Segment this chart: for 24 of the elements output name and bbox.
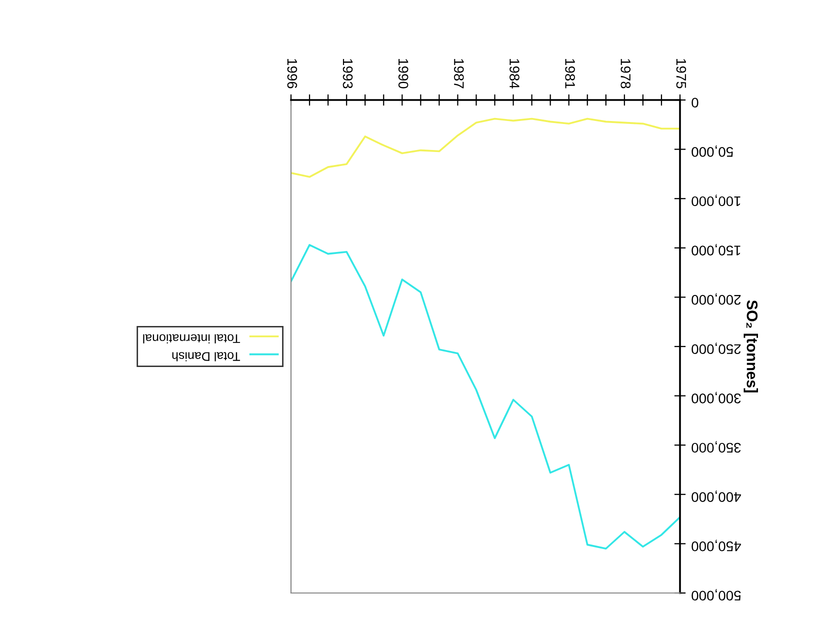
y-tick-label: 200,000 bbox=[692, 293, 741, 305]
y-tick-label: 450,000 bbox=[692, 540, 741, 552]
y-tick-label: 400,000 bbox=[692, 490, 741, 502]
x-tick-label: 1981 bbox=[565, 59, 575, 88]
line-series bbox=[291, 244, 680, 550]
legend-label: Total Danish bbox=[172, 352, 240, 362]
y-tick-label: 250,000 bbox=[692, 342, 741, 354]
y-tick-label: 500,000 bbox=[692, 589, 741, 601]
x-tick-label: 1996 bbox=[287, 59, 298, 88]
x-tick-label: 1978 bbox=[620, 59, 631, 88]
line-series bbox=[291, 118, 680, 178]
x-tick-label: 1984 bbox=[510, 59, 520, 88]
x-tick-label: 1993 bbox=[342, 59, 353, 88]
y-tick-label: 350,000 bbox=[692, 441, 741, 453]
x-tick-label: 1975 bbox=[676, 59, 686, 88]
y-tick-label: 50,000 bbox=[692, 145, 734, 157]
x-tick-label: 1990 bbox=[398, 59, 408, 88]
y-tick-label: 100,000 bbox=[692, 194, 740, 206]
y-tick-label: 150,000 bbox=[692, 244, 740, 256]
x-tick-label: 1987 bbox=[454, 59, 464, 88]
y-tick-label: 300,000 bbox=[692, 392, 741, 404]
y-axis-title: SO₂ [tonnes] bbox=[744, 300, 758, 392]
legend-label: Total international bbox=[143, 334, 240, 344]
y-tick-label: 0 bbox=[692, 98, 698, 108]
